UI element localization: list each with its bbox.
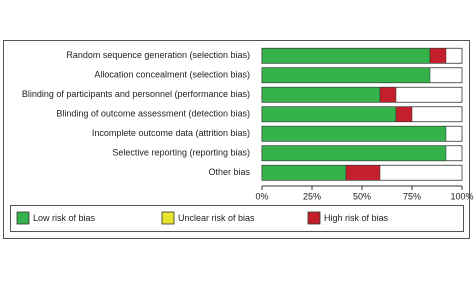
bar-segment bbox=[261, 87, 381, 103]
x-tick-label: 50% bbox=[353, 191, 371, 201]
bar-segment bbox=[429, 48, 447, 64]
legend-swatch bbox=[307, 211, 321, 225]
category-label: Allocation concealment (selection bias) bbox=[94, 70, 250, 80]
legend-label: High risk of bias bbox=[324, 213, 389, 223]
category-label: Blinding of outcome assessment (detectio… bbox=[56, 109, 250, 119]
bar-segment bbox=[345, 165, 381, 181]
bar-segment bbox=[261, 126, 447, 142]
legend-label: Unclear risk of bias bbox=[178, 213, 255, 223]
legend-box bbox=[10, 205, 464, 232]
bar-segment bbox=[261, 145, 447, 161]
category-label: Blinding of participants and personnel (… bbox=[22, 89, 250, 99]
bar-segment bbox=[261, 67, 431, 83]
category-label: Random sequence generation (selection bi… bbox=[66, 50, 250, 60]
bar-segment bbox=[379, 87, 397, 103]
legend-swatch bbox=[161, 211, 175, 225]
legend-swatch bbox=[16, 211, 30, 225]
x-tick-label: 25% bbox=[303, 191, 321, 201]
category-label: Other bias bbox=[208, 167, 250, 177]
bar-segment bbox=[261, 106, 397, 122]
x-tick-label: 100% bbox=[450, 191, 473, 201]
x-tick-label: 75% bbox=[403, 191, 421, 201]
x-tick-label: 0% bbox=[255, 191, 268, 201]
bar-segment bbox=[261, 48, 431, 64]
category-label: Incomplete outcome data (attrition bias) bbox=[92, 128, 250, 138]
bar-segment bbox=[395, 106, 413, 122]
bar-segment bbox=[261, 165, 347, 181]
category-label: Selective reporting (reporting bias) bbox=[112, 148, 250, 158]
legend-label: Low risk of bias bbox=[33, 213, 96, 223]
